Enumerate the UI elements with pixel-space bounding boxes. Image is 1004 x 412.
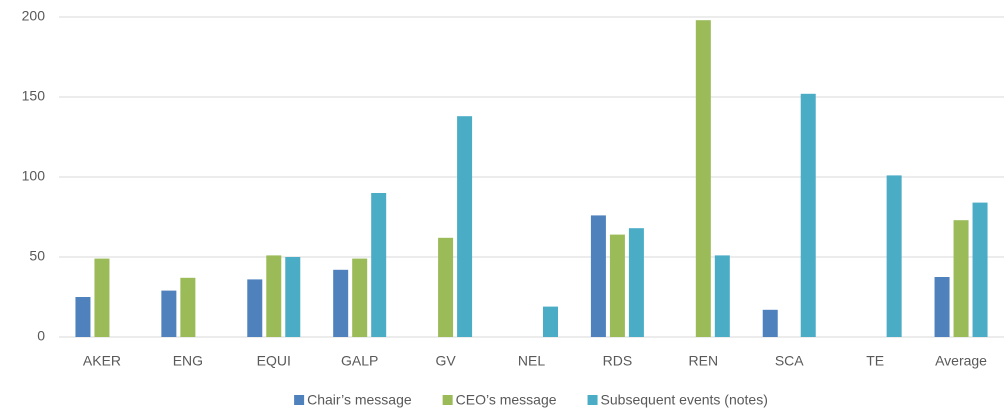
y-tick-label: 50 — [29, 248, 45, 264]
x-tick-label: AKER — [83, 353, 121, 369]
bar — [886, 175, 902, 337]
legend-label: Chair’s message — [307, 392, 412, 408]
bar — [180, 277, 196, 337]
bar — [438, 237, 454, 337]
legend-label: CEO’s message — [456, 392, 557, 408]
bar — [75, 297, 91, 337]
bar — [94, 258, 110, 337]
bar — [161, 290, 177, 337]
bar — [714, 255, 730, 337]
bar — [247, 279, 263, 337]
bar — [609, 234, 625, 337]
bar — [953, 220, 969, 337]
bar — [352, 258, 368, 337]
y-tick-label: 200 — [22, 8, 46, 24]
x-tick-label: GALP — [341, 353, 378, 369]
x-tick-label: REN — [689, 353, 719, 369]
y-tick-label: 100 — [22, 168, 46, 184]
x-tick-label: TE — [866, 353, 884, 369]
bar — [590, 215, 606, 337]
bar — [543, 306, 558, 337]
bar — [457, 116, 473, 337]
y-tick-label: 150 — [22, 88, 46, 104]
legend-label: Subsequent events (notes) — [601, 392, 768, 408]
bar — [695, 20, 711, 337]
legend-swatch — [294, 395, 305, 405]
legend-swatch — [587, 395, 598, 405]
x-tick-label: NEL — [518, 353, 545, 369]
bar — [934, 277, 950, 337]
bar — [333, 269, 349, 337]
bar — [762, 309, 778, 337]
x-tick-label: GV — [435, 353, 456, 369]
x-tick-label: SCA — [775, 353, 804, 369]
bar — [972, 202, 988, 337]
bar — [285, 257, 301, 337]
bar — [266, 255, 282, 337]
x-tick-label: EQUI — [257, 353, 291, 369]
x-tick-label: ENG — [173, 353, 203, 369]
x-tick-label: RDS — [603, 353, 633, 369]
bar — [628, 228, 644, 337]
bar — [371, 193, 387, 337]
legend-swatch — [442, 395, 453, 405]
x-tick-label: Average — [935, 353, 987, 369]
y-tick-label: 0 — [37, 328, 45, 344]
bar — [800, 93, 816, 337]
